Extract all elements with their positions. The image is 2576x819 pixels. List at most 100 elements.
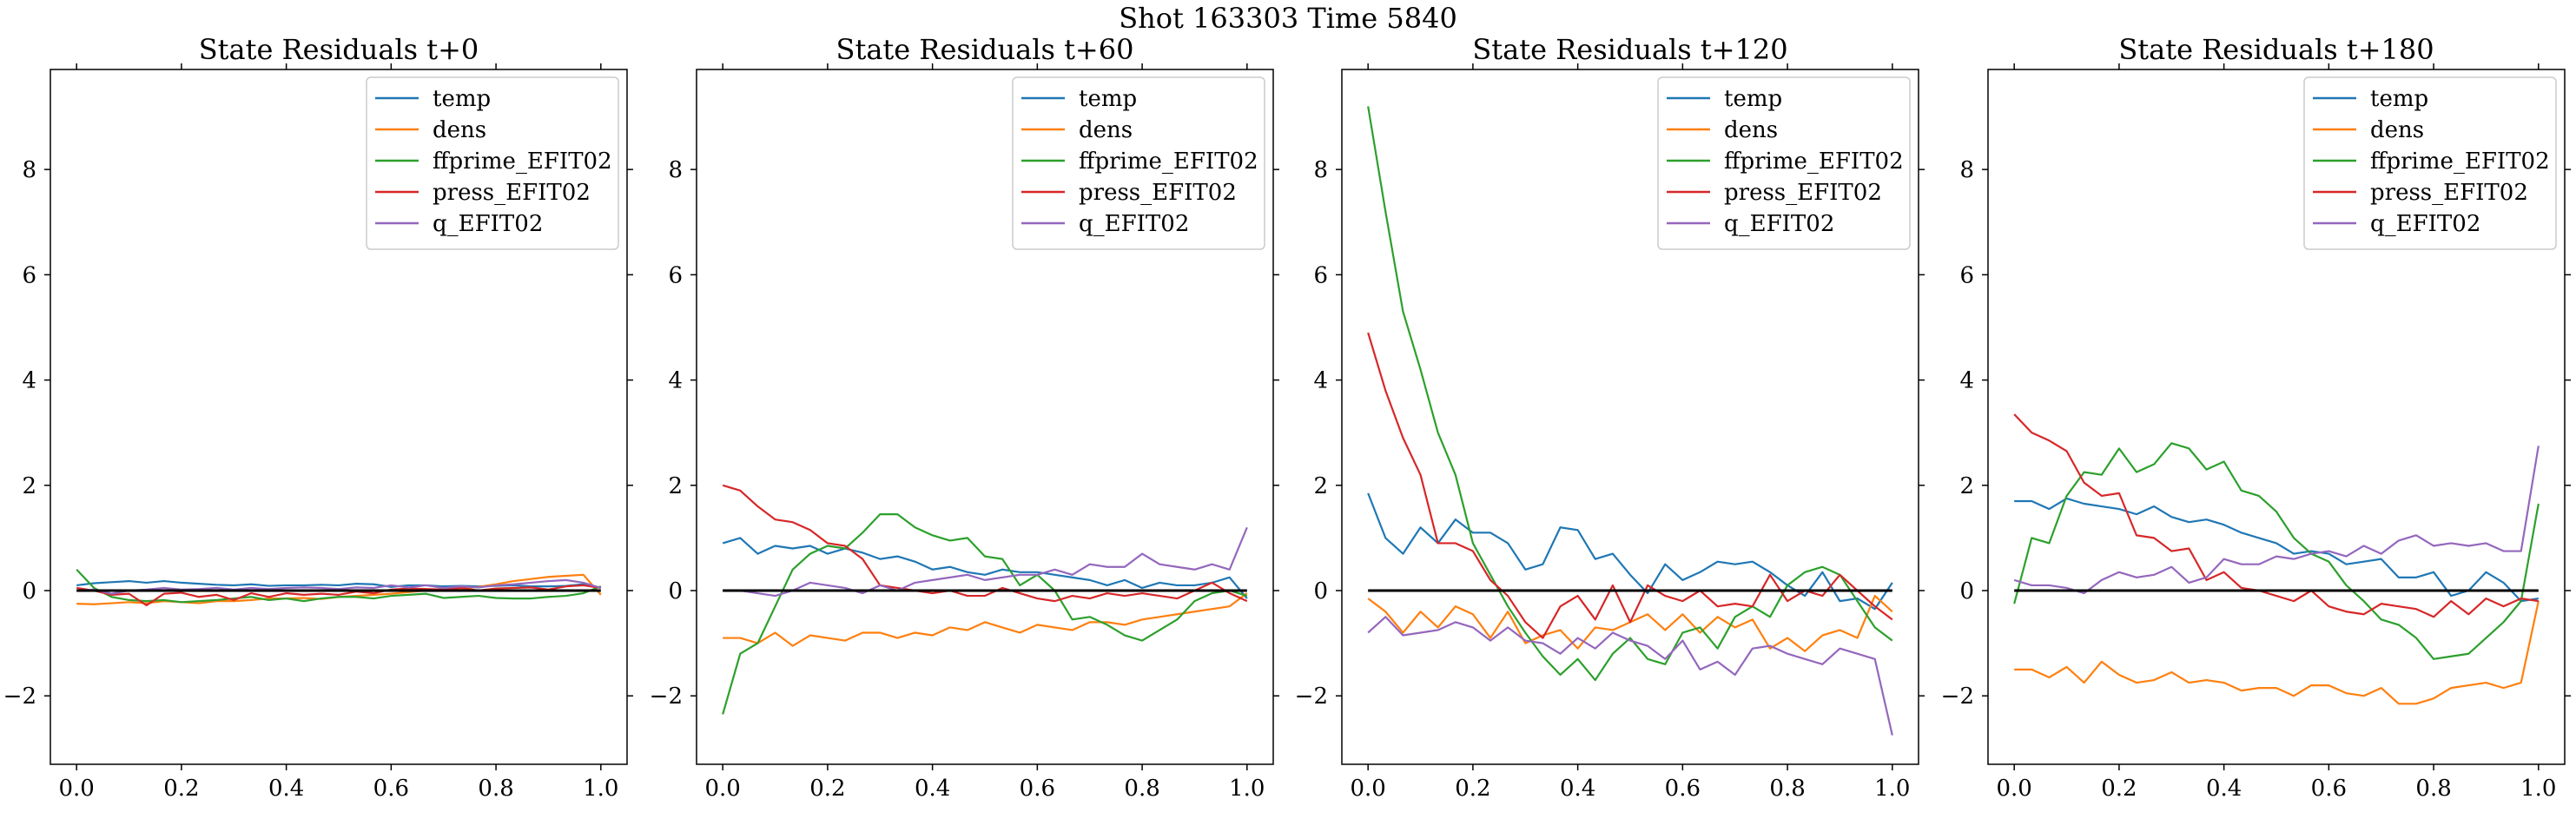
legend-label: temp [2370,86,2428,112]
series-line-ffprime-efit02 [722,513,1248,715]
legend-label: q_EFIT02 [2370,211,2480,237]
x-tick-label: 0.4 [268,776,304,802]
legend-label: dens [1079,117,1133,143]
series-line-ffprime-efit02 [1367,106,1893,682]
y-tick-label: 8 [668,157,683,183]
series-line-ffprime-efit02 [76,569,602,604]
series-line-q-efit02 [2013,446,2540,595]
y-tick-label: 0 [1313,578,1328,604]
axes-frame [50,69,628,765]
chart-title: State Residuals t+180 [2118,33,2434,66]
y-tick-label: 8 [1959,157,1974,183]
y-tick-label: −2 [1295,684,1328,710]
chart-title: State Residuals t+60 [836,33,1134,66]
chart-panel-2: State Residuals t+120 0.0 0.2 0.4 0.6 0.8 1.0 −… [1295,33,1925,802]
chart-title: State Residuals t+120 [1472,33,1787,66]
legend-label: temp [433,86,491,112]
legend-box [1012,76,1265,250]
x-tick-label: 0.2 [1455,776,1490,802]
legend-label: dens [1724,117,1778,143]
legend-box [2303,76,2557,250]
series-line-press-efit02 [722,484,1248,603]
legend-label: press_EFIT02 [2370,180,2528,206]
legend-label: ffprime_EFIT02 [1724,149,1904,175]
x-tick-label: 1.0 [583,776,618,802]
y-tick-label: −2 [650,684,683,710]
axes-frame [696,69,1274,765]
series-line-press-efit02 [76,584,601,607]
x-tick-label: 0.6 [1665,776,1701,802]
x-tick-label: 0.2 [163,776,199,802]
x-tick-label: 0.4 [915,776,950,802]
y-tick-label: 2 [1959,473,1974,499]
x-tick-label: 0.6 [373,776,409,802]
legend-box [366,76,619,250]
y-tick-label: 2 [668,473,683,499]
legend-box [1657,76,1911,250]
legend-label: press_EFIT02 [1079,180,1237,206]
x-tick-label: 1.0 [1229,776,1265,802]
series-line-ffprime-efit02 [2013,442,2540,660]
chart-plot-area [1367,106,1893,736]
legend: temp dens ffprime_EFIT02 press_EFIT02 q_EFIT… [2303,76,2557,250]
y-tick-label: 0 [668,578,683,604]
series-line-press-efit02 [2013,413,2539,618]
x-tick-label: 0.8 [1769,776,1805,802]
x-tick-label: 0.0 [1997,776,2032,802]
y-tick-label: 4 [1959,368,1974,394]
chart-panel-0: State Residuals t+0 0.0 0.2 0.4 0.6 0.8 1.0 −2 0… [3,33,633,802]
y-tick-label: 8 [1313,157,1328,183]
y-tick-label: −2 [3,684,36,710]
legend-label: q_EFIT02 [1079,211,1189,237]
chart-panel-1: State Residuals t+60 0.0 0.2 0.4 0.6 0.8 1.0 −2… [650,33,1279,802]
series-line-temp [2014,497,2539,603]
y-tick-label: 8 [22,157,36,183]
series-line-dens [723,592,1248,647]
chart-plot-area [722,484,1248,715]
y-tick-label: 0 [22,578,36,604]
series-line-q-efit02 [76,578,602,595]
y-tick-label: 6 [1313,262,1328,288]
legend-label: ffprime_EFIT02 [1079,149,1258,175]
legend-label: q_EFIT02 [1724,211,1834,237]
y-tick-label: 4 [1313,368,1328,394]
x-tick-label: 0.4 [2206,776,2242,802]
y-tick-label: 6 [668,262,683,288]
series-line-q-efit02 [723,526,1248,598]
x-tick-label: 1.0 [1874,776,1910,802]
x-tick-label: 1.0 [2520,776,2556,802]
legend: temp dens ffprime_EFIT02 press_EFIT02 q_EFIT… [1012,76,1265,250]
series-line-dens [1367,594,1893,652]
x-tick-label: 0.6 [1020,776,1055,802]
figure-suptitle: Shot 163303 Time 5840 [1119,2,1457,35]
x-tick-label: 0.2 [809,776,845,802]
x-tick-label: 0.8 [1124,776,1159,802]
legend-label: ffprime_EFIT02 [2370,149,2550,175]
legend-label: temp [1724,86,1782,112]
legend-label: ffprime_EFIT02 [433,149,612,175]
y-tick-label: 6 [1959,262,1974,288]
y-tick-label: −2 [1941,684,1974,710]
x-tick-label: 0.8 [478,776,513,802]
chart-title: State Residuals t+0 [199,33,479,66]
x-tick-label: 0.8 [2415,776,2451,802]
series-line-temp [722,537,1248,599]
x-tick-label: 0.0 [59,776,95,802]
x-tick-label: 0.6 [2311,776,2347,802]
legend-label: press_EFIT02 [1724,180,1882,206]
y-tick-label: 2 [1313,473,1328,499]
legend-label: dens [433,117,486,143]
series-line-press-efit02 [1367,332,1893,639]
legend: temp dens ffprime_EFIT02 press_EFIT02 q_EFIT… [1657,76,1911,250]
x-tick-label: 0.4 [1560,776,1595,802]
series-line-dens [2014,600,2540,705]
legend-label: q_EFIT02 [433,211,543,237]
legend-label: temp [1079,86,1137,112]
y-tick-label: 0 [1959,578,1974,604]
axes-frame [1987,69,2566,765]
y-tick-label: 2 [22,473,36,499]
axes-frame [1341,69,1919,765]
chart-panel-3: State Residuals t+180 0.0 0.2 0.4 0.6 0.8 1.0 −… [1941,33,2571,802]
series-line-q-efit02 [1367,616,1893,736]
